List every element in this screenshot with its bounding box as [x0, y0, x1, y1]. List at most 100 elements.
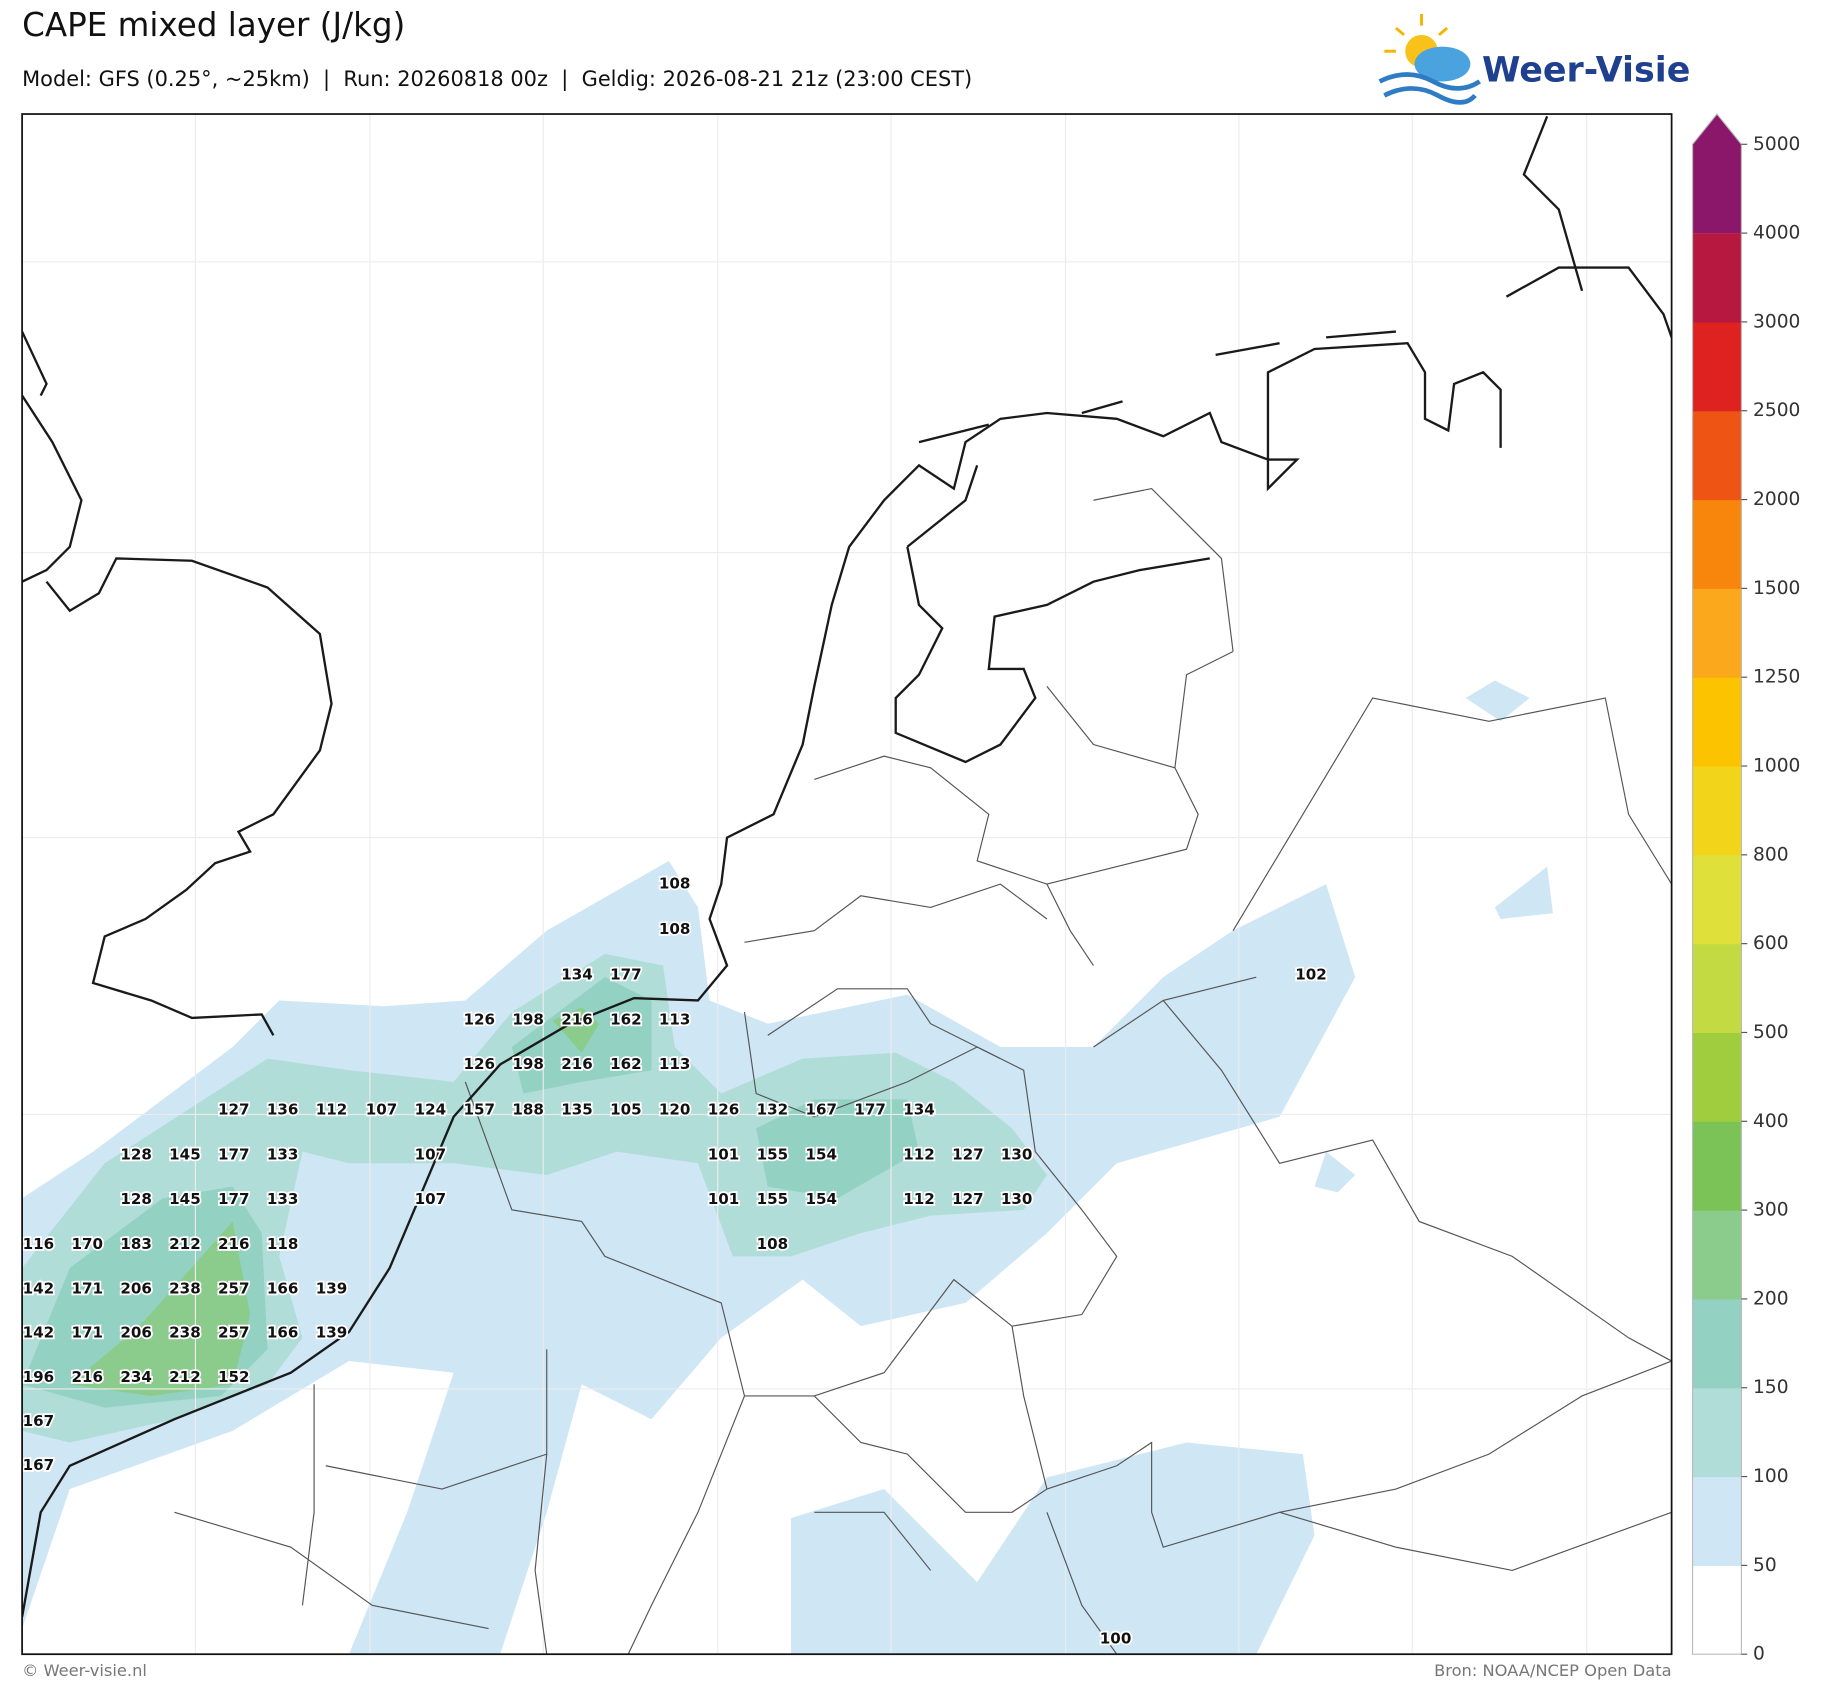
colorbar-swatch [1692, 1476, 1742, 1566]
cape-label: 177 [218, 1190, 250, 1208]
colorbar-swatch [1692, 854, 1742, 945]
cape-area [1465, 680, 1530, 722]
colorbar-tick-label: 2000 [1753, 489, 1800, 510]
cape-label: 142 [23, 1279, 55, 1297]
cape-label: 130 [1001, 1146, 1033, 1164]
colorbar-outline [1691, 113, 1742, 1655]
cape-label: 132 [757, 1100, 789, 1118]
cape-area [69, 1221, 251, 1396]
footer-right: Bron: NOAA/NCEP Open Data [1434, 1661, 1672, 1680]
colorbar-swatch [1692, 1298, 1742, 1389]
cape-label: 102 [1295, 965, 1327, 983]
colorbar-swatch [1692, 1121, 1742, 1211]
cape-label: 108 [659, 875, 691, 893]
cape-label: 167 [23, 1412, 55, 1430]
geography [22, 115, 1672, 1655]
colorbar-swatch [1692, 588, 1742, 678]
cape-label: 127 [218, 1100, 250, 1118]
colorbar-tick-label: 300 [1753, 1200, 1789, 1221]
colorbar-tick-label: 1500 [1753, 578, 1800, 599]
cape-label: 166 [267, 1324, 299, 1342]
cape-label: 116 [23, 1235, 55, 1253]
cape-label: 145 [169, 1146, 201, 1164]
cape-label: 177 [854, 1100, 886, 1118]
cape-label: 120 [659, 1100, 691, 1118]
cape-label: 234 [120, 1368, 152, 1386]
cape-label: 113 [659, 1011, 691, 1029]
cape-label: 139 [316, 1324, 348, 1342]
colorbar-swatch [1692, 1565, 1742, 1655]
cape-area [22, 953, 1047, 1443]
colorbar-swatch [1692, 410, 1742, 501]
logo: Weer-Visie [1378, 13, 1690, 105]
cape-label: 124 [415, 1100, 447, 1118]
cape-label: 145 [169, 1190, 201, 1208]
cape-label: 216 [561, 1011, 593, 1029]
cape-label: 154 [805, 1190, 837, 1208]
footer-left: © Weer-visie.nl [22, 1661, 147, 1680]
cape-label: 112 [903, 1190, 935, 1208]
cape-label: 118 [267, 1235, 299, 1253]
colorbar-tick-label: 3000 [1753, 311, 1800, 332]
colorbar-tick-label: 1250 [1753, 667, 1800, 688]
cape-area [1494, 866, 1553, 920]
cape-area [552, 1007, 600, 1053]
cape-label: 171 [71, 1324, 103, 1342]
cape-label: 212 [169, 1235, 201, 1253]
cape-label: 155 [757, 1146, 789, 1164]
cape-label: 212 [169, 1368, 201, 1386]
colorbar-extend [1692, 114, 1742, 234]
cape-label: 128 [120, 1146, 152, 1164]
colorbar-tick-label: 100 [1753, 1466, 1789, 1487]
cape-label: 162 [610, 1011, 642, 1029]
cape-label: 107 [366, 1100, 398, 1118]
cape-label: 133 [267, 1146, 299, 1164]
cape-label: 167 [805, 1100, 837, 1118]
title: CAPE mixed layer (J/kg) [22, 6, 405, 44]
cape-label: 198 [512, 1011, 544, 1029]
cape-label: 126 [463, 1055, 495, 1073]
cape-label: 257 [218, 1324, 250, 1342]
cape-label: 127 [952, 1190, 984, 1208]
colorbar-tick-label: 600 [1753, 933, 1789, 954]
cape-label: 128 [120, 1190, 152, 1208]
colorbar-swatch [1692, 766, 1742, 856]
colorbar-tick-label: 4000 [1753, 223, 1800, 244]
cape-label: 112 [316, 1100, 348, 1118]
cape-label: 216 [218, 1235, 250, 1253]
cape-label: 216 [561, 1055, 593, 1073]
cape-label: 183 [120, 1235, 152, 1253]
colorbar-tick-label: 1000 [1753, 756, 1800, 777]
colorbar-tick-label: 50 [1753, 1555, 1777, 1576]
cape-label: 108 [757, 1235, 789, 1253]
cape-label: 112 [903, 1146, 935, 1164]
colorbar-swatch [1692, 677, 1742, 767]
colorbar-tick-label: 400 [1753, 1111, 1789, 1132]
cape-label: 134 [903, 1100, 935, 1118]
cape-label: 136 [267, 1100, 299, 1118]
colorbar-swatch [1692, 1210, 1742, 1300]
cape-label: 196 [23, 1368, 55, 1386]
cape-label: 107 [415, 1146, 447, 1164]
colorbar-swatch [1692, 1387, 1742, 1478]
cape-label: 127 [952, 1146, 984, 1164]
cape-label: 100 [1100, 1630, 1132, 1648]
cape-label: 154 [805, 1146, 837, 1164]
cape-label: 206 [120, 1324, 152, 1342]
colorbar-swatch [1692, 233, 1742, 323]
colorbar-tick-label: 0 [1753, 1644, 1765, 1665]
cape-label: 216 [71, 1368, 103, 1386]
cape-label: 142 [23, 1324, 55, 1342]
cape-label: 152 [218, 1368, 250, 1386]
cape-shading [22, 680, 1553, 1655]
colorbar-tick-label: 500 [1753, 1022, 1789, 1043]
logo-text: Weer-Visie [1482, 50, 1690, 90]
graticule [22, 114, 1672, 1655]
colorbar-swatch [1692, 499, 1742, 589]
cape-label: 107 [415, 1190, 447, 1208]
cape-label: 101 [708, 1190, 740, 1208]
cape-area [756, 1099, 919, 1199]
cape-label: 135 [561, 1100, 593, 1118]
